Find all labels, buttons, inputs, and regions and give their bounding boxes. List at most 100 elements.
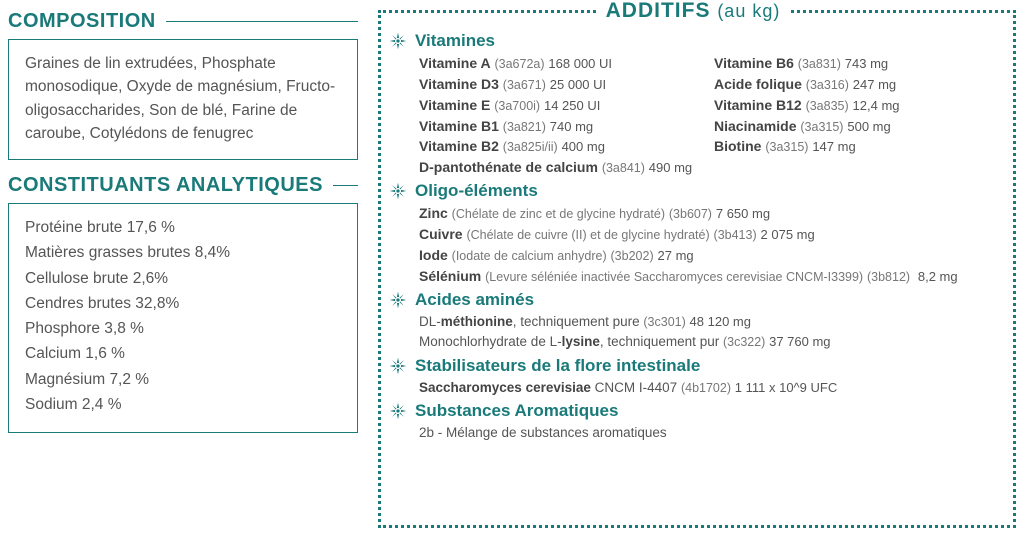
item-value: 2 075 mg [761,227,815,242]
constituant-label: Sodium [25,396,78,413]
item-code: (3a835) [806,99,849,113]
left-column: COMPOSITION Graines de lin extrudées, Ph… [8,10,358,528]
vitamin-line: Vitamine E (3a700i) 14 250 UI [419,95,702,116]
constituant-value: 2,4 % [82,396,122,413]
group-aromatiques: Substances Aromatiques 2b - Mélange de s… [389,401,997,443]
constituant-label: Calcium [25,345,81,362]
group-header-stabilisateurs: Stabilisateurs de la flore intestinale [389,356,997,376]
vitamin-line: Vitamine A (3a672a) 168 000 UI [419,53,702,74]
vitamin-line: Vitamine B2 (3a825i/ii) 400 mg [419,136,702,157]
item-code: (3a825i/ii) [503,140,558,154]
constituant-label: Cendres brutes [25,295,131,312]
oligo-line: Cuivre (Chélate de cuivre (II) et de gly… [419,224,997,245]
item-name: D-pantothénate de calcium [419,159,598,175]
stab-line: Saccharomyces cerevisiae CNCM I-4407 (4b… [419,378,997,398]
item-name: Cuivre [419,226,463,242]
item-desc: (Chélate de zinc et de glycine hydraté) [452,207,665,221]
vitamin-line: Vitamine B6 (3a831) 743 mg [714,53,997,74]
stab-list: Saccharomyces cerevisiae CNCM I-4407 (4b… [407,376,997,398]
item-code: (3b607) [669,207,712,221]
vitamin-line: Biotine (3a315) 147 mg [714,136,997,157]
item-desc: (Iodate de calcium anhydre) [452,249,607,263]
item-name: Iode [419,247,448,263]
item-bold: méthionine [441,314,513,329]
constituant-line: Magnésium 7,2 % [25,368,341,391]
item-value: 490 mg [649,160,692,175]
amino-line: Monochlorhydrate de L-lysine, techniquem… [419,332,997,352]
constituant-line: Calcium 1,6 % [25,342,341,365]
item-value: 500 mg [847,119,890,134]
amino-list: DL-méthionine, techniquement pure (3c301… [407,310,997,353]
oligo-line: Zinc (Chélate de zinc et de glycine hydr… [419,203,997,224]
item-value: 27 mg [658,248,694,263]
vitamins-col2: Vitamine B6 (3a831) 743 mg Acide folique… [714,53,997,157]
item-value: 12,4 mg [853,98,900,113]
item-code: (3b202) [611,249,654,263]
constituant-value: 8,4% [195,244,230,261]
item-name: Vitamine A [419,55,491,71]
aroma-list: 2b - Mélange de substances aromatiques [407,421,997,443]
additifs-body: Vitamines Vitamine A (3a672a) 168 000 UI… [389,31,997,443]
additifs-panel: ADDITIFS (au kg) Vitamines Vitamine A (3… [378,10,1016,528]
group-title: Acides aminés [415,290,534,310]
group-title: Stabilisateurs de la flore intestinale [415,356,700,376]
item-code: (3c322) [723,335,765,349]
vitamin-line: Vitamine B12 (3a835) 12,4 mg [714,95,997,116]
asterisk-icon [389,357,407,375]
constituant-line: Cendres brutes 32,8% [25,292,341,315]
item-name: Sélénium [419,268,481,284]
constituant-label: Matières grasses brutes [25,244,190,261]
title-rule [333,185,358,186]
composition-box: Graines de lin extrudées, Phosphate mono… [8,39,358,160]
item-desc: (Chélate de cuivre (II) et de glycine hy… [466,228,709,242]
item-code: (3a316) [806,78,849,92]
additifs-title-text: ADDITIFS [606,0,711,22]
item-value: 247 mg [853,77,896,92]
title-rule [166,21,358,22]
item-pre: DL- [419,314,441,329]
item-pre: Monochlorhydrate de L- [419,334,562,349]
item-code: (3a315) [800,120,843,134]
oligo-line: Iode (Iodate de calcium anhydre) (3b202)… [419,245,997,266]
item-value: 147 mg [812,139,855,154]
item-name: Vitamine B6 [714,55,794,71]
item-code: (3a672a) [494,57,544,71]
item-name: Acide folique [714,76,802,92]
group-vitamines: Vitamines Vitamine A (3a672a) 168 000 UI… [389,31,997,178]
item-value: 48 120 mg [690,314,751,329]
asterisk-icon [389,402,407,420]
asterisk-icon [389,291,407,309]
vitamins-grid: Vitamine A (3a672a) 168 000 UI Vitamine … [407,51,997,178]
item-value: 740 mg [550,119,593,134]
item-name: Vitamine E [419,97,490,113]
oligo-list: Zinc (Chélate de zinc et de glycine hydr… [407,201,997,287]
additifs-subtitle: (au kg) [717,1,780,21]
group-header-oligo: Oligo-éléments [389,181,997,201]
aroma-line: 2b - Mélange de substances aromatiques [419,423,997,443]
item-name: Zinc [419,205,448,221]
item-name: Vitamine B2 [419,138,499,154]
vitamin-line: Vitamine B1 (3a821) 740 mg [419,116,702,137]
group-title: Oligo-éléments [415,181,538,201]
vitamin-line-full: D-pantothénate de calcium (3a841) 490 mg [419,157,997,178]
vitamin-line: Acide folique (3a316) 247 mg [714,74,997,95]
composition-title: COMPOSITION [8,10,358,33]
item-value: 14 250 UI [544,98,600,113]
constituant-line: Cellulose brute 2,6% [25,267,341,290]
item-code: (3a821) [503,120,546,134]
group-stabilisateurs: Stabilisateurs de la flore intestinale S… [389,356,997,398]
item-name: Niacinamide [714,118,796,134]
item-value: 25 000 UI [550,77,606,92]
constituant-value: 17,6 % [127,219,175,236]
item-name: Saccharomyces cerevisiae [419,380,591,395]
constituants-box: Protéine brute 17,6 % Matières grasses b… [8,203,358,433]
constituant-line: Phosphore 3,8 % [25,317,341,340]
group-title: Substances Aromatiques [415,401,618,421]
constituant-line: Matières grasses brutes 8,4% [25,241,341,264]
constituant-label: Phosphore [25,320,100,337]
group-oligo: Oligo-éléments Zinc (Chélate de zinc et … [389,181,997,287]
constituant-value: 2,6% [133,270,168,287]
item-text: 2b - Mélange de substances aromatiques [419,425,667,440]
constituants-title: CONSTITUANTS ANALYTIQUES [8,174,358,197]
composition-text: Graines de lin extrudées, Phosphate mono… [25,52,341,145]
